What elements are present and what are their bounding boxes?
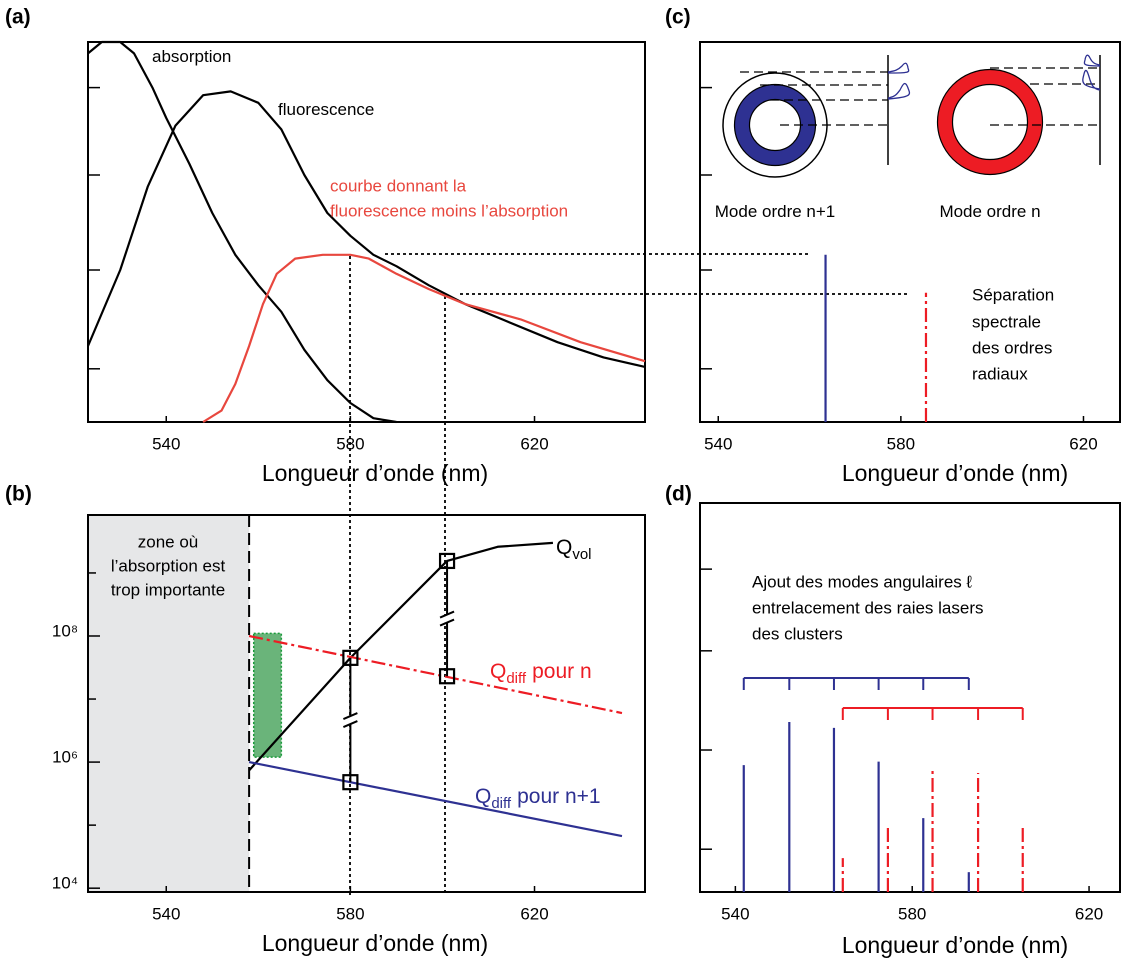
series-subscript: diff <box>491 795 512 812</box>
annotation: zone où <box>138 532 199 551</box>
annotation: l’absorption est <box>111 556 226 575</box>
x-axis-title: Longueur d’onde (nm) <box>262 930 488 956</box>
break-gap <box>441 614 454 623</box>
annotation: des ordres <box>972 338 1052 357</box>
marker <box>438 668 456 685</box>
marker <box>342 649 359 666</box>
x-tick-label: 620 <box>1075 904 1103 923</box>
x-axis-title: Longueur d’onde (nm) <box>842 932 1068 958</box>
break-mark <box>342 720 358 728</box>
illustrations <box>349 54 1101 895</box>
series-line <box>248 541 554 772</box>
series-subscript: diff <box>506 670 527 687</box>
x-tick-label: 580 <box>898 904 926 923</box>
x-tick-label: 620 <box>520 434 548 453</box>
y-tick-label: 10⁴ <box>52 874 78 893</box>
break-mark <box>439 610 455 619</box>
plot-frame <box>87 514 646 893</box>
series-suffix: pour n+1 <box>517 785 601 808</box>
annotation: entrelacement des raies lasers <box>752 598 984 617</box>
marker <box>438 552 456 570</box>
series-name: fluorescence <box>278 100 374 119</box>
connectors <box>349 253 910 895</box>
background-layer <box>88 515 250 892</box>
series-name: Mode ordre n+1 <box>715 202 836 221</box>
x-tick-label: 580 <box>336 434 364 453</box>
break-mark <box>439 618 455 627</box>
series-name: Q <box>475 785 491 808</box>
series-name: absorption <box>152 47 231 66</box>
x-tick-label: 540 <box>704 434 732 453</box>
series-label: absorption <box>152 47 231 66</box>
annotation: spectrale <box>972 312 1041 331</box>
x-tick-label: 620 <box>1069 434 1097 453</box>
series-name: Mode ordre n <box>939 202 1040 221</box>
x-axis-title: Longueur d’onde (nm) <box>262 460 488 486</box>
annotation: radiaux <box>972 364 1028 383</box>
series-label: Qvol <box>556 536 592 563</box>
panel-label: (c) <box>665 6 691 29</box>
annotation: fluorescence moins l’absorption <box>330 201 568 220</box>
series-suffix: pour n <box>532 660 592 683</box>
y-tick-label: 10⁶ <box>52 748 78 767</box>
series-label: Mode ordre n <box>939 202 1040 221</box>
annotation: des clusters <box>752 624 843 643</box>
series-line <box>202 253 646 423</box>
x-tick-label: 620 <box>520 904 548 923</box>
series-line <box>248 634 623 715</box>
panel: 540 580 620 Mode ordre n+1 Mode ordre n Sépar… <box>665 6 1121 486</box>
series-name: Q <box>490 660 506 683</box>
panel-label: (d) <box>665 483 692 506</box>
annotation: Séparation <box>972 285 1054 304</box>
marker <box>342 774 359 791</box>
ring-edge <box>951 83 1029 161</box>
annotation: trop importante <box>111 580 225 599</box>
highlight <box>252 632 283 758</box>
x-tick-label: 540 <box>152 434 180 453</box>
profile <box>1083 54 1101 67</box>
panel-label: (a) <box>5 6 31 29</box>
annotation: courbe donnant la <box>330 176 467 195</box>
shaded-zone <box>88 515 250 892</box>
break-mark <box>342 712 358 720</box>
plot-frame <box>699 41 1121 423</box>
series-line <box>87 40 397 424</box>
profile <box>887 62 910 74</box>
series-label: Qdiff pour n <box>490 660 592 687</box>
ring-edge <box>936 68 1044 176</box>
profile-guides <box>740 67 1100 126</box>
x-tick-label: 580 <box>336 904 364 923</box>
x-tick-label: 540 <box>721 904 749 923</box>
series-line <box>86 90 646 368</box>
foreground-layer: 540 580 620 absorption fluorescence courbe do… <box>5 6 1121 958</box>
x-tick-label: 540 <box>152 904 180 923</box>
ring-mode-n <box>937 69 1043 175</box>
series-label: Mode ordre n+1 <box>715 202 836 221</box>
series-line <box>248 761 623 838</box>
break-gap <box>344 716 357 725</box>
series-subscript: vol <box>572 546 591 563</box>
series-label: fluorescence <box>278 100 374 119</box>
plot-frame <box>87 41 646 423</box>
panel-label: (b) <box>5 483 32 506</box>
profile <box>887 82 911 100</box>
series-label: Qdiff pour n+1 <box>475 785 601 812</box>
panel: 540 580 620 absorption fluorescence courbe do… <box>5 6 646 486</box>
x-tick-label: 580 <box>887 434 915 453</box>
x-axis-title: Longueur d’onde (nm) <box>842 460 1068 486</box>
profile <box>1082 69 1101 91</box>
annotation: Ajout des modes angulaires ℓ <box>752 572 973 591</box>
y-tick-label: 10⁸ <box>52 621 78 640</box>
panel: 540 580 620 Ajout des modes angulaires ℓ ent… <box>665 483 1121 958</box>
plot-frame <box>699 502 1121 893</box>
series-name: Q <box>556 536 572 559</box>
